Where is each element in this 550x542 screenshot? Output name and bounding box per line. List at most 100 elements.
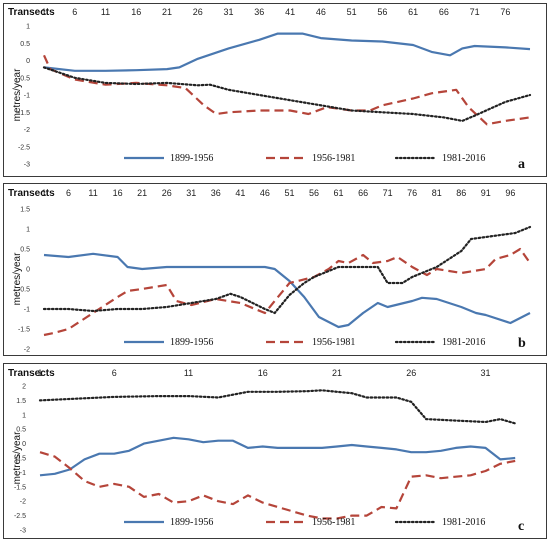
x-tick-label: 86 (456, 188, 466, 198)
x-tick-label: 61 (408, 7, 418, 17)
x-tick-label: 46 (260, 188, 270, 198)
x-tick-label: 31 (186, 188, 196, 198)
x-tick-label: 46 (316, 7, 326, 17)
x-tick-label: 76 (407, 188, 417, 198)
x-tick-label: 56 (377, 7, 387, 17)
x-tick-label: 61 (334, 188, 344, 198)
y-tick-label: 0.5 (20, 41, 30, 48)
panel-label: c (518, 519, 524, 534)
series-line-1956-1981 (39, 451, 516, 520)
x-tick-label: 11 (101, 7, 110, 17)
x-tick-label: 26 (406, 368, 416, 378)
series-line-1981-2016 (38, 389, 517, 425)
x-tick-label: 91 (481, 188, 491, 198)
series-line-1956-1981 (43, 247, 531, 337)
y-tick-label: -2.5 (18, 144, 30, 151)
x-tick-label: 16 (113, 188, 123, 198)
x-tick-label: 96 (505, 188, 515, 198)
series-line-1899-1956 (39, 436, 516, 477)
x-axis-title: Transects (8, 188, 55, 199)
y-tick-label: -1 (20, 470, 26, 477)
y-tick-label: 0.5 (16, 427, 26, 434)
x-tick-label: 81 (432, 188, 442, 198)
y-tick-label: 0 (22, 441, 26, 448)
y-tick-label: -1 (24, 307, 30, 314)
legend-label: 1956-1981 (312, 337, 355, 348)
x-tick-label: 51 (347, 7, 357, 17)
x-tick-label: 41 (235, 188, 245, 198)
y-tick-label: 2 (22, 384, 26, 391)
x-tick-label: 36 (254, 7, 264, 17)
series-line-1981-2016 (42, 66, 532, 122)
y-tick-label: -0.5 (18, 75, 30, 82)
x-tick-label: 31 (224, 7, 234, 17)
legend-label: 1981-2016 (442, 517, 485, 528)
y-tick-label: -1.5 (18, 327, 30, 334)
y-tick-label: 0.5 (20, 247, 30, 254)
x-tick-label: 71 (383, 188, 393, 198)
x-tick-label: 1 (37, 368, 42, 378)
x-tick-label: 26 (193, 7, 203, 17)
x-tick-label: 51 (284, 188, 294, 198)
y-tick-label: -3 (20, 528, 26, 535)
y-tick-label: -2 (24, 347, 30, 354)
x-tick-label: 66 (439, 7, 449, 17)
x-tick-label: 76 (500, 7, 510, 17)
y-axis-label: metres/year (12, 431, 23, 484)
y-tick-label: -1.5 (18, 110, 30, 117)
x-tick-label: 36 (211, 188, 221, 198)
y-tick-label: -1 (24, 93, 30, 100)
x-tick-label: 6 (72, 7, 77, 17)
x-tick-label: 1 (41, 188, 46, 198)
y-tick-label: 1.5 (20, 207, 30, 214)
y-axis-label: metres/year (12, 68, 23, 121)
legend-label: 1899-1956 (170, 517, 213, 528)
x-tick-label: 6 (112, 368, 117, 378)
x-tick-label: 21 (162, 7, 172, 17)
y-tick-label: 1.5 (16, 398, 26, 405)
x-tick-label: 11 (184, 368, 193, 378)
panel-label: a (518, 157, 525, 172)
y-tick-label: 1 (26, 227, 30, 234)
series-line-1899-1956 (43, 32, 531, 72)
y-tick-label: -1.5 (14, 484, 26, 491)
x-tick-label: 16 (258, 368, 268, 378)
chart-panel-a: Transects 1 6 11 16 21 26 31 36 41 46 51 56 61 66 71 76 1… (3, 3, 547, 177)
x-axis-title: Transects (8, 368, 55, 379)
x-tick-label: 1 (41, 7, 46, 17)
x-tick-label: 21 (332, 368, 342, 378)
series-line-1899-1956 (43, 252, 531, 329)
y-tick-label: -2.5 (14, 513, 26, 520)
y-tick-label: -0.5 (14, 456, 26, 463)
legend-label: 1956-1981 (312, 517, 355, 528)
chart-panel-c: Transects 1 6 11 16 21 26 31 2 1.5 1 0.5 0 -0.5 -1 -1.5… (3, 363, 547, 539)
x-tick-label: 16 (131, 7, 141, 17)
y-tick-label: -0.5 (18, 287, 30, 294)
series-line-1981-2016 (42, 225, 532, 315)
y-tick-label: 1 (26, 24, 30, 31)
series-line-1956-1981 (42, 54, 531, 126)
y-tick-label: -3 (24, 162, 30, 169)
x-tick-label: 41 (285, 7, 295, 17)
y-axis-label: metres/year (12, 252, 23, 305)
x-axis-title: Transects (8, 7, 55, 18)
y-tick-label: 1 (22, 412, 26, 419)
y-tick-label: -2 (20, 499, 26, 506)
x-tick-label: 71 (470, 7, 480, 17)
legend-label: 1956-1981 (312, 153, 355, 164)
legend-label: 1899-1956 (170, 337, 213, 348)
legend-label: 1899-1956 (170, 153, 213, 164)
x-tick-label: 26 (162, 188, 172, 198)
y-tick-label: -2 (24, 127, 30, 134)
y-tick-label: 0 (26, 58, 30, 65)
x-tick-label: 21 (137, 188, 147, 198)
x-tick-label: 31 (480, 368, 490, 378)
legend-label: 1981-2016 (442, 153, 485, 164)
x-tick-label: 6 (66, 188, 71, 198)
legend-label: 1981-2016 (442, 337, 485, 348)
x-tick-label: 66 (358, 188, 368, 198)
x-tick-label: 11 (88, 188, 97, 198)
